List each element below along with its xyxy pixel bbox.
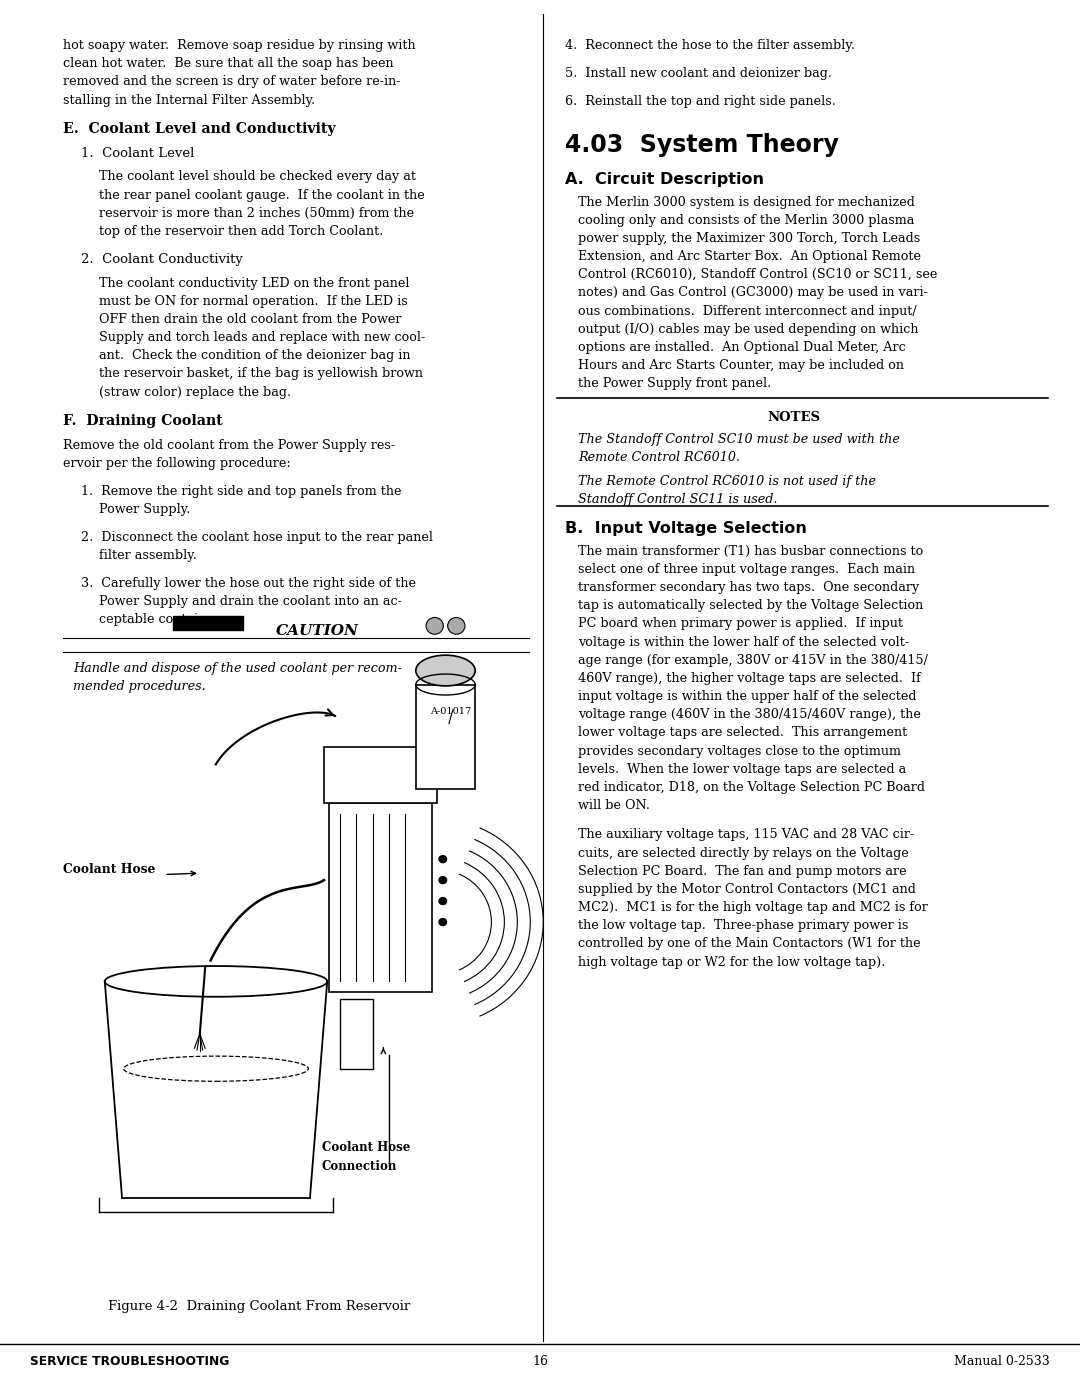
Text: Remote Control RC6010.: Remote Control RC6010. bbox=[578, 451, 740, 464]
Text: The Remote Control RC6010 is not used if the: The Remote Control RC6010 is not used if… bbox=[578, 475, 876, 488]
Text: red indicator, D18, on the Voltage Selection PC Board: red indicator, D18, on the Voltage Selec… bbox=[578, 781, 924, 793]
Text: mended procedures.: mended procedures. bbox=[73, 680, 206, 693]
Text: (straw color) replace the bag.: (straw color) replace the bag. bbox=[99, 386, 292, 398]
Text: supplied by the Motor Control Contactors (MC1 and: supplied by the Motor Control Contactors… bbox=[578, 883, 916, 895]
Text: 16: 16 bbox=[532, 1355, 548, 1368]
Text: age range (for example, 380V or 415V in the 380/415/: age range (for example, 380V or 415V in … bbox=[578, 654, 928, 666]
Text: Standoff Control SC11 is used.: Standoff Control SC11 is used. bbox=[578, 493, 778, 506]
Text: 2.  Disconnect the coolant hose input to the rear panel: 2. Disconnect the coolant hose input to … bbox=[81, 531, 433, 543]
Text: select one of three input voltage ranges.  Each main: select one of three input voltage ranges… bbox=[578, 563, 915, 576]
Text: ervoir per the following procedure:: ervoir per the following procedure: bbox=[63, 457, 291, 469]
Text: clean hot water.  Be sure that all the soap has been: clean hot water. Be sure that all the so… bbox=[63, 57, 393, 70]
Text: The Standoff Control SC10 must be used with the: The Standoff Control SC10 must be used w… bbox=[578, 433, 900, 446]
Text: Connection: Connection bbox=[322, 1160, 397, 1172]
Text: lower voltage taps are selected.  This arrangement: lower voltage taps are selected. This ar… bbox=[578, 726, 907, 739]
Text: SERVICE TROUBLESHOOTING: SERVICE TROUBLESHOOTING bbox=[30, 1355, 230, 1368]
Text: PC board when primary power is applied.  If input: PC board when primary power is applied. … bbox=[578, 617, 903, 630]
Text: options are installed.  An Optional Dual Meter, Arc: options are installed. An Optional Dual … bbox=[578, 341, 905, 353]
Text: 460V range), the higher voltage taps are selected.  If: 460V range), the higher voltage taps are… bbox=[578, 672, 920, 685]
Ellipse shape bbox=[416, 655, 475, 686]
Text: cuits, are selected directly by relays on the Voltage: cuits, are selected directly by relays o… bbox=[578, 847, 908, 859]
Text: The auxiliary voltage taps, 115 VAC and 28 VAC cir-: The auxiliary voltage taps, 115 VAC and … bbox=[578, 828, 914, 841]
Text: input voltage is within the upper half of the selected: input voltage is within the upper half o… bbox=[578, 690, 916, 703]
Text: the low voltage tap.  Three-phase primary power is: the low voltage tap. Three-phase primary… bbox=[578, 919, 908, 932]
Bar bbox=[173, 616, 243, 630]
Text: CAUTION: CAUTION bbox=[275, 624, 359, 638]
Bar bbox=[340, 999, 373, 1069]
Text: A-01017: A-01017 bbox=[430, 707, 471, 715]
Text: stalling in the Internal Filter Assembly.: stalling in the Internal Filter Assembly… bbox=[63, 94, 315, 106]
Text: 1.  Coolant Level: 1. Coolant Level bbox=[81, 147, 194, 159]
Text: Coolant Hose: Coolant Hose bbox=[63, 863, 156, 876]
Text: will be ON.: will be ON. bbox=[578, 799, 650, 812]
Text: B.  Input Voltage Selection: B. Input Voltage Selection bbox=[565, 521, 807, 536]
Text: 4.03  System Theory: 4.03 System Theory bbox=[565, 133, 839, 156]
Text: controlled by one of the Main Contactors (W1 for the: controlled by one of the Main Contactors… bbox=[578, 937, 920, 950]
Ellipse shape bbox=[448, 617, 465, 634]
Text: cooling only and consists of the Merlin 3000 plasma: cooling only and consists of the Merlin … bbox=[578, 214, 914, 226]
Bar bbox=[324, 747, 437, 803]
Text: 1.  Remove the right side and top panels from the: 1. Remove the right side and top panels … bbox=[81, 485, 402, 497]
Text: Power Supply and drain the coolant into an ac-: Power Supply and drain the coolant into … bbox=[99, 595, 402, 608]
Text: top of the reservoir then add Torch Coolant.: top of the reservoir then add Torch Cool… bbox=[99, 225, 383, 237]
Text: notes) and Gas Control (GC3000) may be used in vari-: notes) and Gas Control (GC3000) may be u… bbox=[578, 286, 928, 299]
Text: NOTES: NOTES bbox=[767, 411, 821, 423]
Text: Extension, and Arc Starter Box.  An Optional Remote: Extension, and Arc Starter Box. An Optio… bbox=[578, 250, 921, 263]
Text: Figure 4-2  Draining Coolant From Reservoir: Figure 4-2 Draining Coolant From Reservo… bbox=[108, 1301, 410, 1313]
Text: 3.  Carefully lower the hose out the right side of the: 3. Carefully lower the hose out the righ… bbox=[81, 577, 416, 590]
Text: high voltage tap or W2 for the low voltage tap).: high voltage tap or W2 for the low volta… bbox=[578, 956, 886, 968]
Text: Supply and torch leads and replace with new cool-: Supply and torch leads and replace with … bbox=[99, 331, 426, 344]
Text: ceptable container.: ceptable container. bbox=[99, 613, 224, 626]
Text: levels.  When the lower voltage taps are selected a: levels. When the lower voltage taps are … bbox=[578, 763, 906, 775]
Text: MC2).  MC1 is for the high voltage tap and MC2 is for: MC2). MC1 is for the high voltage tap an… bbox=[578, 901, 928, 914]
Text: voltage range (460V in the 380/415/460V range), the: voltage range (460V in the 380/415/460V … bbox=[578, 708, 920, 721]
Bar bbox=[329, 803, 432, 992]
Ellipse shape bbox=[438, 919, 447, 926]
Text: ous combinations.  Different interconnect and input/: ous combinations. Different interconnect… bbox=[578, 305, 917, 317]
Text: F.  Draining Coolant: F. Draining Coolant bbox=[63, 414, 222, 427]
Text: tap is automatically selected by the Voltage Selection: tap is automatically selected by the Vol… bbox=[578, 599, 923, 612]
Text: transformer secondary has two taps.  One secondary: transformer secondary has two taps. One … bbox=[578, 581, 919, 594]
Text: reservoir is more than 2 inches (50mm) from the: reservoir is more than 2 inches (50mm) f… bbox=[99, 207, 415, 219]
Bar bbox=[416, 685, 475, 789]
Text: OFF then drain the old coolant from the Power: OFF then drain the old coolant from the … bbox=[99, 313, 402, 326]
Text: Manual 0-2533: Manual 0-2533 bbox=[954, 1355, 1050, 1368]
Ellipse shape bbox=[438, 855, 447, 862]
Text: voltage is within the lower half of the selected volt-: voltage is within the lower half of the … bbox=[578, 636, 909, 648]
Text: ant.  Check the condition of the deionizer bag in: ant. Check the condition of the deionize… bbox=[99, 349, 410, 362]
Text: provides secondary voltages close to the optimum: provides secondary voltages close to the… bbox=[578, 745, 901, 757]
Text: The main transformer (T1) has busbar connections to: The main transformer (T1) has busbar con… bbox=[578, 545, 923, 557]
Text: 6.  Reinstall the top and right side panels.: 6. Reinstall the top and right side pane… bbox=[565, 95, 836, 108]
Text: Control (RC6010), Standoff Control (SC10 or SC11, see: Control (RC6010), Standoff Control (SC10… bbox=[578, 268, 937, 281]
Text: power supply, the Maximizer 300 Torch, Torch Leads: power supply, the Maximizer 300 Torch, T… bbox=[578, 232, 920, 244]
Text: hot soapy water.  Remove soap residue by rinsing with: hot soapy water. Remove soap residue by … bbox=[63, 39, 416, 52]
Text: removed and the screen is dry of water before re-in-: removed and the screen is dry of water b… bbox=[63, 75, 400, 88]
Text: output (I/O) cables may be used depending on which: output (I/O) cables may be used dependin… bbox=[578, 323, 918, 335]
Text: The coolant level should be checked every day at: The coolant level should be checked ever… bbox=[99, 170, 417, 183]
Ellipse shape bbox=[427, 617, 444, 634]
Text: Coolant Hose: Coolant Hose bbox=[322, 1141, 410, 1154]
Text: E.  Coolant Level and Conductivity: E. Coolant Level and Conductivity bbox=[63, 122, 335, 136]
Text: Handle and dispose of the used coolant per recom-: Handle and dispose of the used coolant p… bbox=[73, 662, 403, 675]
Text: Power Supply.: Power Supply. bbox=[99, 503, 191, 515]
Ellipse shape bbox=[438, 898, 447, 905]
Text: the Power Supply front panel.: the Power Supply front panel. bbox=[578, 377, 771, 390]
Text: A.  Circuit Description: A. Circuit Description bbox=[565, 172, 764, 187]
Text: 2.  Coolant Conductivity: 2. Coolant Conductivity bbox=[81, 253, 243, 265]
Text: 5.  Install new coolant and deionizer bag.: 5. Install new coolant and deionizer bag… bbox=[565, 67, 832, 80]
Text: the rear panel coolant gauge.  If the coolant in the: the rear panel coolant gauge. If the coo… bbox=[99, 189, 426, 201]
Text: filter assembly.: filter assembly. bbox=[99, 549, 198, 562]
Text: Remove the old coolant from the Power Supply res-: Remove the old coolant from the Power Su… bbox=[63, 439, 395, 451]
Text: Hours and Arc Starts Counter, may be included on: Hours and Arc Starts Counter, may be inc… bbox=[578, 359, 904, 372]
Text: The Merlin 3000 system is designed for mechanized: The Merlin 3000 system is designed for m… bbox=[578, 196, 915, 208]
Text: The coolant conductivity LED on the front panel: The coolant conductivity LED on the fron… bbox=[99, 277, 410, 289]
Text: the reservoir basket, if the bag is yellowish brown: the reservoir basket, if the bag is yell… bbox=[99, 367, 423, 380]
Ellipse shape bbox=[438, 877, 447, 884]
Text: must be ON for normal operation.  If the LED is: must be ON for normal operation. If the … bbox=[99, 295, 408, 307]
Text: Selection PC Board.  The fan and pump motors are: Selection PC Board. The fan and pump mot… bbox=[578, 865, 906, 877]
Text: 4.  Reconnect the hose to the filter assembly.: 4. Reconnect the hose to the filter asse… bbox=[565, 39, 855, 52]
